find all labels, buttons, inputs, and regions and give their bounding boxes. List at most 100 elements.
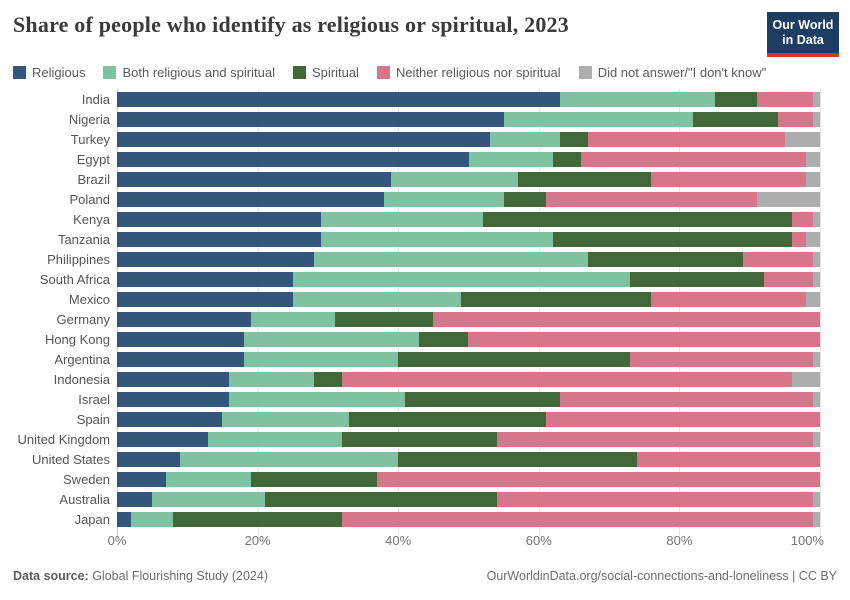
chart-row: Australia bbox=[13, 489, 820, 509]
gridline bbox=[820, 89, 821, 535]
bar-segment-neither-religious-nor-spiritual bbox=[791, 231, 806, 247]
bar-segment-did-not-answer bbox=[805, 231, 820, 247]
chart-row: Japan bbox=[13, 509, 820, 529]
bar-segment-both-religious-and-spiritual bbox=[180, 451, 399, 467]
bar-segment-spiritual bbox=[630, 271, 764, 287]
footer-link[interactable]: OurWorldinData.org/social-connections-an… bbox=[486, 569, 837, 583]
legend-swatch-icon bbox=[376, 66, 390, 79]
bar-segment-spiritual bbox=[693, 111, 778, 127]
country-label: Nigeria bbox=[68, 111, 110, 127]
bar-track bbox=[117, 471, 820, 487]
bar-segment-spiritual bbox=[503, 191, 546, 207]
country-label: United States bbox=[31, 451, 110, 467]
bar-segment-both-religious-and-spiritual bbox=[559, 91, 715, 107]
country-label: Argentina bbox=[54, 351, 110, 367]
bar-segment-neither-religious-nor-spiritual bbox=[433, 311, 820, 327]
bar-segment-neither-religious-nor-spiritual bbox=[630, 351, 813, 367]
bar-track bbox=[117, 431, 820, 447]
bar-segment-spiritual bbox=[341, 431, 497, 447]
bar-segment-both-religious-and-spiritual bbox=[222, 411, 349, 427]
legend-item: Did not answer/"I don't know" bbox=[578, 65, 767, 80]
bar-segment-religious bbox=[117, 171, 392, 187]
country-label: Indonesia bbox=[53, 371, 110, 387]
country-label: Germany bbox=[56, 311, 110, 327]
bar-segment-spiritual bbox=[250, 471, 378, 487]
bar-segment-both-religious-and-spiritual bbox=[503, 111, 694, 127]
bar-segment-did-not-answer bbox=[805, 151, 820, 167]
bar-segment-neither-religious-nor-spiritual bbox=[341, 371, 792, 387]
bar-segment-both-religious-and-spiritual bbox=[243, 351, 399, 367]
bar-segment-religious bbox=[117, 151, 469, 167]
chart-row: Nigeria bbox=[13, 109, 820, 129]
bar-segment-religious bbox=[117, 111, 504, 127]
bar-track bbox=[117, 251, 820, 267]
data-source: Data source: Global Flourishing Study (2… bbox=[13, 569, 268, 583]
bar-segment-neither-religious-nor-spiritual bbox=[791, 211, 813, 227]
bar-segment-spiritual bbox=[419, 331, 469, 347]
bar-segment-spiritual bbox=[264, 491, 497, 507]
owid-logo-line2: in Data bbox=[782, 33, 824, 47]
country-label: Spain bbox=[76, 411, 110, 427]
bar-segment-neither-religious-nor-spiritual bbox=[496, 431, 813, 447]
bar-segment-religious bbox=[117, 391, 230, 407]
bar-segment-both-religious-and-spiritual bbox=[229, 391, 406, 407]
stacked-bar-chart: India Nigeria Turkey Egypt Brazil Poland Kenya… bbox=[13, 89, 821, 539]
footer: Data source: Global Flourishing Study (2… bbox=[13, 569, 837, 583]
x-axis-tick-label: 40% bbox=[385, 533, 412, 548]
bar-segment-both-religious-and-spiritual bbox=[489, 131, 560, 147]
country-label: United Kingdom bbox=[17, 431, 111, 447]
bar-segment-did-not-answer bbox=[812, 111, 820, 127]
bar-segment-religious bbox=[117, 131, 490, 147]
bar-segment-spiritual bbox=[517, 171, 652, 187]
bar-segment-did-not-answer bbox=[812, 351, 820, 367]
owid-logo-line1: Our World bbox=[772, 18, 834, 32]
bar-track bbox=[117, 151, 820, 167]
chart-rows: India Nigeria Turkey Egypt Brazil Poland Kenya… bbox=[13, 89, 821, 539]
legend-swatch-icon bbox=[103, 66, 117, 79]
legend-label: Both religious and spiritual bbox=[122, 65, 275, 80]
bar-segment-both-religious-and-spiritual bbox=[320, 231, 553, 247]
legend-item: Spiritual bbox=[292, 65, 359, 80]
bar-segment-both-religious-and-spiritual bbox=[320, 211, 483, 227]
bar-track bbox=[117, 331, 820, 347]
data-source-text: Global Flourishing Study (2024) bbox=[88, 569, 268, 583]
bar-segment-both-religious-and-spiritual bbox=[208, 431, 342, 447]
country-label: Kenya bbox=[73, 211, 110, 227]
bar-segment-religious bbox=[117, 211, 321, 227]
bar-segment-neither-religious-nor-spiritual bbox=[742, 251, 813, 267]
owid-logo[interactable]: Our World in Data bbox=[767, 12, 839, 57]
country-label: Poland bbox=[69, 191, 110, 207]
country-label: Brazil bbox=[77, 171, 110, 187]
legend-label: Did not answer/"I don't know" bbox=[597, 65, 767, 80]
chart-row: Tanzania bbox=[13, 229, 820, 249]
bar-segment-spiritual bbox=[587, 251, 743, 267]
bar-segment-did-not-answer bbox=[805, 171, 820, 187]
bar-segment-both-religious-and-spiritual bbox=[391, 171, 518, 187]
bar-track bbox=[117, 411, 820, 427]
bar-track bbox=[117, 451, 820, 467]
bar-segment-spiritual bbox=[398, 351, 631, 367]
chart-row: Spain bbox=[13, 409, 820, 429]
bar-segment-did-not-answer bbox=[812, 431, 820, 447]
country-label: Hong Kong bbox=[44, 331, 110, 347]
bar-segment-neither-religious-nor-spiritual bbox=[377, 471, 820, 487]
bar-segment-religious bbox=[117, 271, 293, 287]
bar-segment-both-religious-and-spiritual bbox=[292, 271, 631, 287]
country-label: Mexico bbox=[68, 291, 110, 307]
bar-segment-did-not-answer bbox=[812, 511, 820, 527]
legend-label: Spiritual bbox=[311, 65, 359, 80]
chart-row: Israel bbox=[13, 389, 820, 409]
bar-segment-did-not-answer bbox=[812, 251, 820, 267]
chart-row: Kenya bbox=[13, 209, 820, 229]
bar-track bbox=[117, 511, 820, 527]
country-label: Israel bbox=[78, 391, 110, 407]
bar-segment-religious bbox=[117, 511, 132, 527]
x-axis-tick-label: 0% bbox=[107, 533, 127, 548]
bar-segment-spiritual bbox=[173, 511, 342, 527]
bar-segment-neither-religious-nor-spiritual bbox=[468, 331, 820, 347]
country-label: Japan bbox=[74, 511, 110, 527]
bar-segment-did-not-answer bbox=[812, 91, 820, 107]
bar-segment-religious bbox=[117, 371, 230, 387]
bar-track bbox=[117, 171, 820, 187]
bar-segment-neither-religious-nor-spiritual bbox=[763, 271, 813, 287]
